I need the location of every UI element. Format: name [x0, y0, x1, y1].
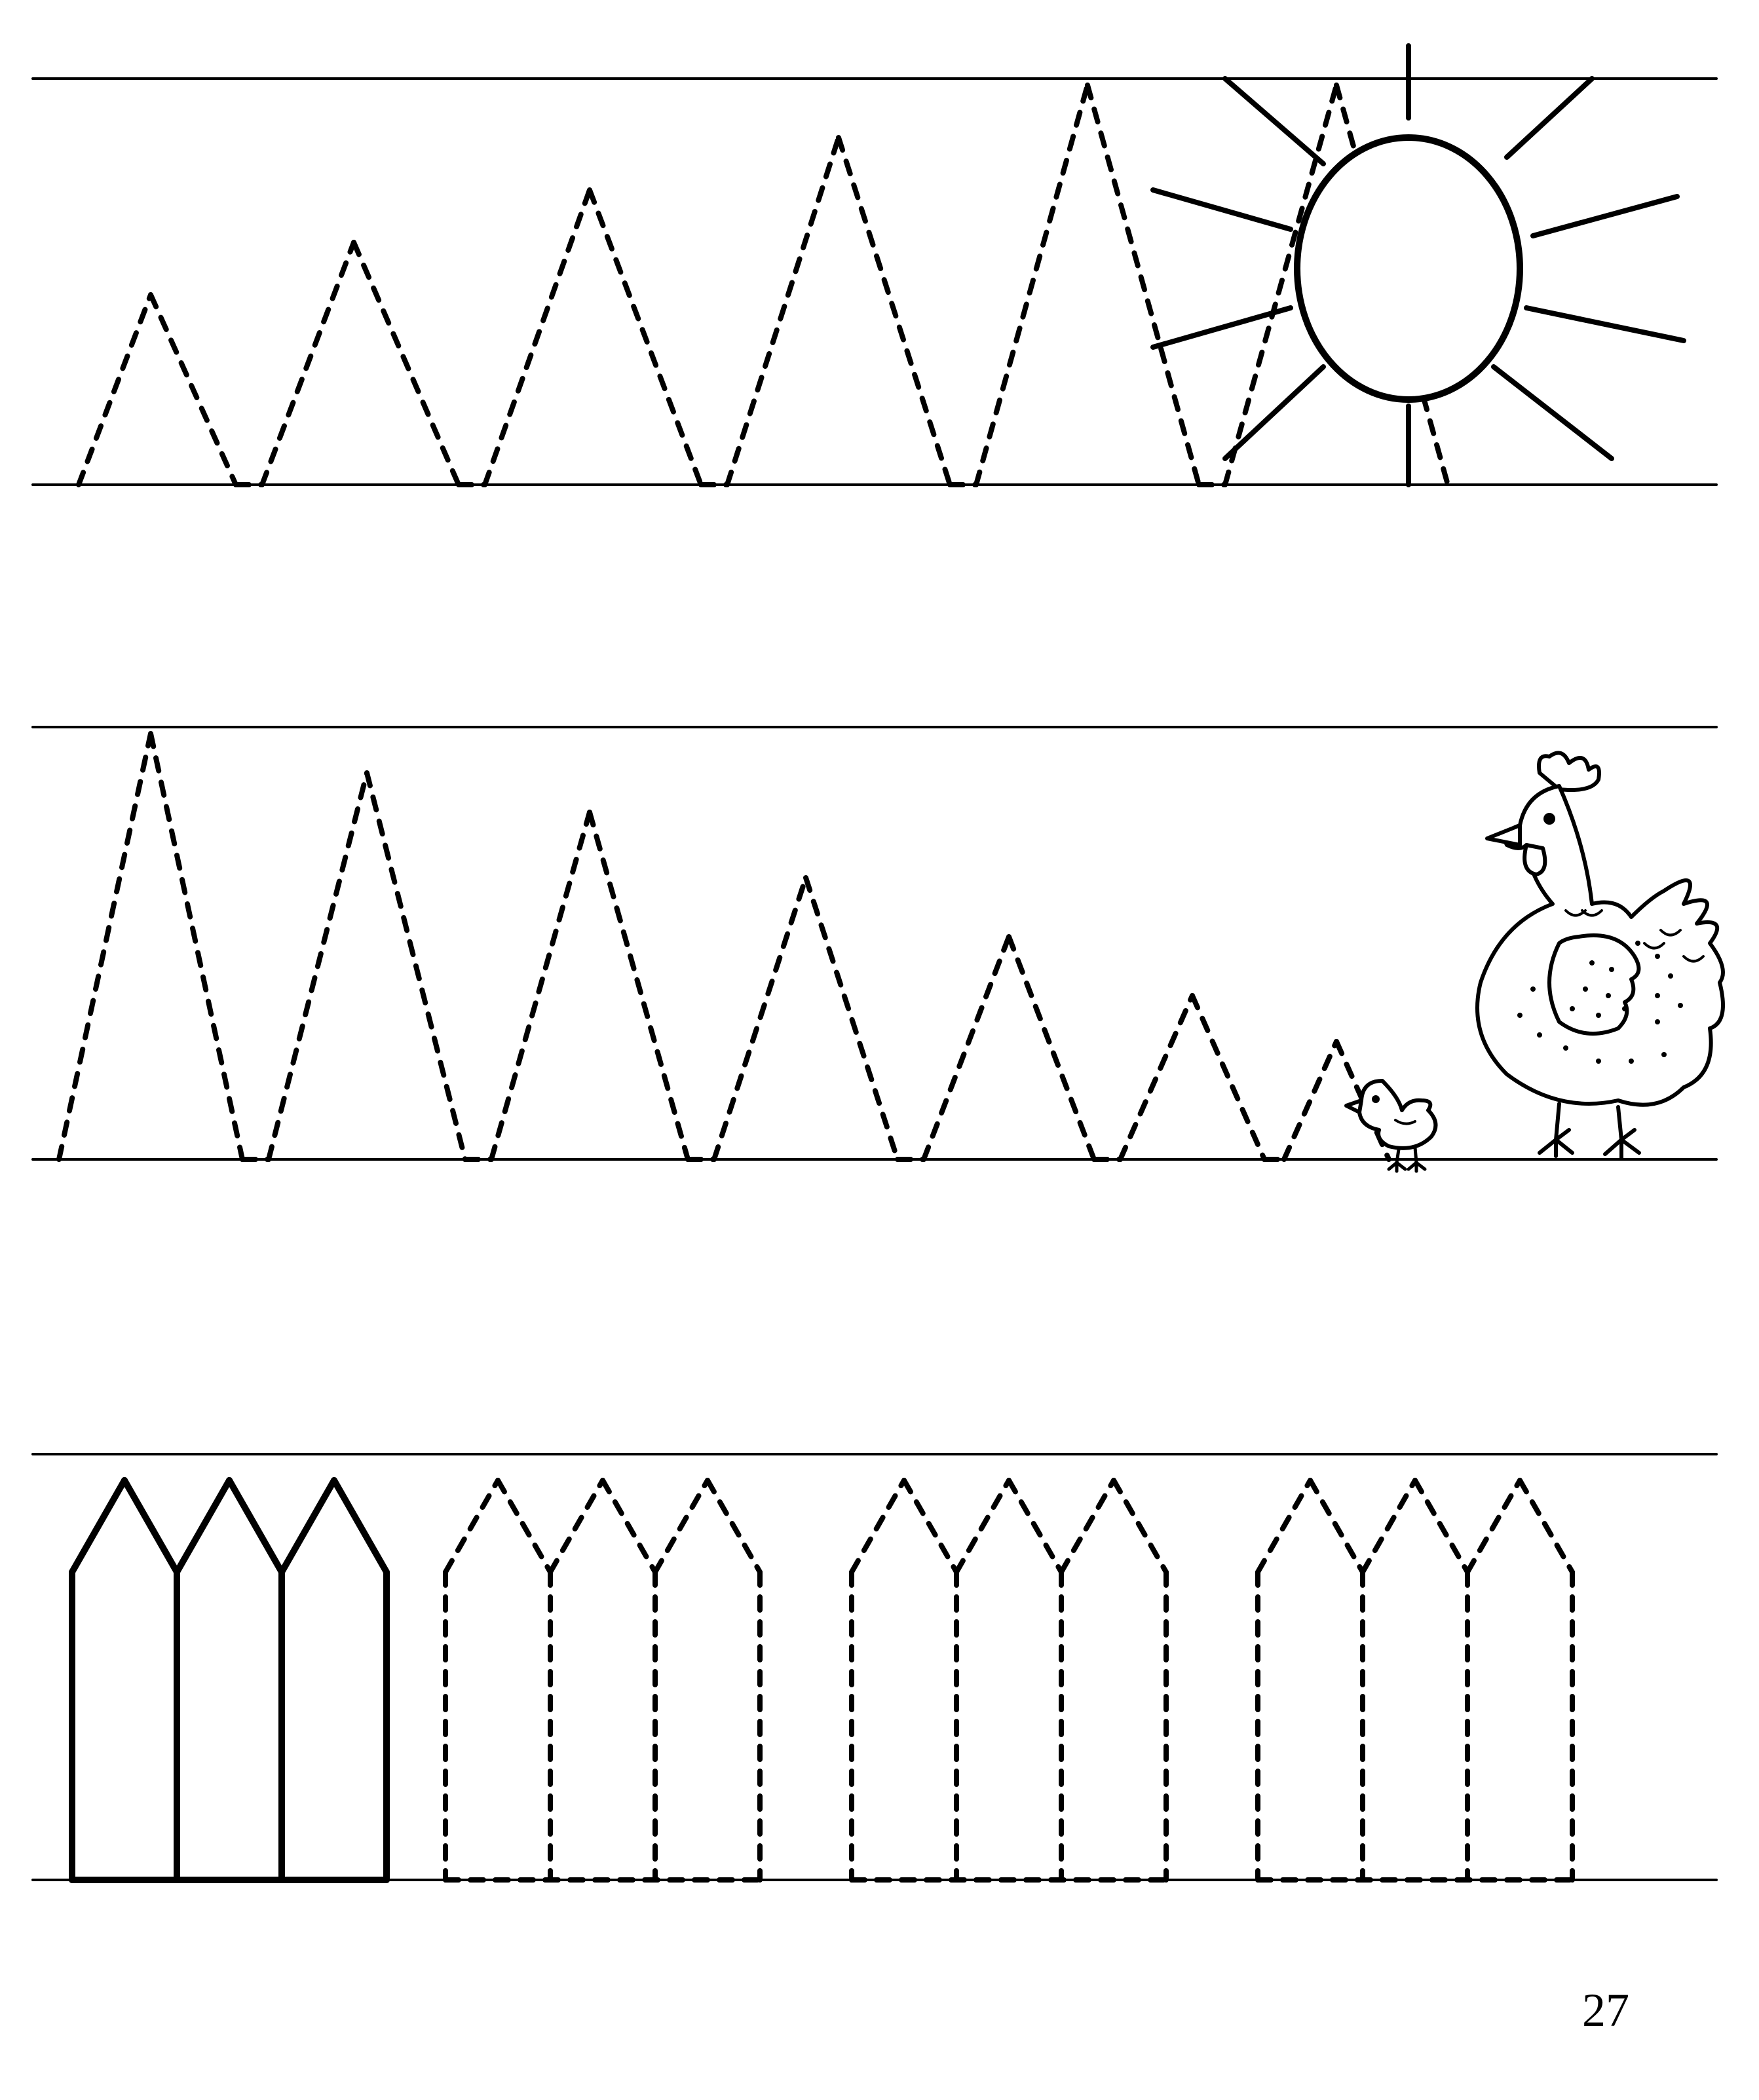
- fence-down: [334, 1480, 387, 1572]
- fence-down: [1114, 1480, 1166, 1572]
- zigzag-seg: [59, 734, 151, 1159]
- fence-up: [1258, 1480, 1310, 1572]
- fence-down: [1310, 1480, 1363, 1572]
- hen-wattle: [1524, 845, 1545, 874]
- fence-up: [1363, 1480, 1415, 1572]
- hen-icon: [1477, 753, 1723, 1158]
- fence-down: [603, 1480, 655, 1572]
- sun-ray: [1494, 367, 1612, 459]
- sun-ray: [1526, 308, 1684, 341]
- chick-eye: [1372, 1095, 1380, 1103]
- zigzag-seg: [1088, 85, 1199, 485]
- fence-up: [1467, 1480, 1520, 1572]
- fence-up: [177, 1480, 229, 1572]
- hen-leg-left: [1540, 1104, 1572, 1156]
- zigzag-seg: [727, 138, 839, 485]
- sun-icon: [1297, 138, 1520, 400]
- zigzag-seg: [976, 85, 1088, 485]
- page-number: 27: [1582, 1983, 1629, 2038]
- hen-comb: [1539, 753, 1599, 790]
- zigzag-seg: [367, 773, 465, 1159]
- fence-down: [708, 1480, 760, 1572]
- sun-ray: [1507, 79, 1592, 157]
- fence-down: [498, 1480, 550, 1572]
- zigzag-seg: [485, 190, 590, 485]
- zigzag-seg: [269, 773, 367, 1159]
- fence-down: [1009, 1480, 1061, 1572]
- row3-fence-pickets: [33, 1454, 1716, 1880]
- zigzag-seg: [354, 242, 459, 485]
- sun-ray: [1153, 190, 1291, 229]
- zigzag-seg: [1284, 1041, 1336, 1159]
- fence-up: [282, 1480, 334, 1572]
- fence-down: [1415, 1480, 1467, 1572]
- zigzag-seg: [924, 937, 1009, 1159]
- hen-eye: [1543, 813, 1555, 825]
- zigzag-seg: [806, 878, 898, 1159]
- chick-beak: [1346, 1100, 1361, 1112]
- hen-beak: [1487, 825, 1520, 845]
- zigzag-seg: [1192, 996, 1264, 1159]
- row2-zigzag-shrinking-with-hen: [33, 727, 1723, 1171]
- zigzag-seg: [79, 295, 151, 485]
- zigzag-seg: [590, 190, 701, 485]
- sun-ray: [1225, 79, 1323, 164]
- zigzag-seg: [590, 812, 688, 1159]
- hen-leg-right: [1605, 1107, 1639, 1158]
- fence-down: [124, 1480, 177, 1572]
- zigzag-seg: [714, 878, 806, 1159]
- fence-up: [956, 1480, 1009, 1572]
- fence-up: [1061, 1480, 1114, 1572]
- zigzag-seg: [1009, 937, 1094, 1159]
- sun-ray: [1225, 367, 1323, 459]
- row1-zigzag-growing-with-sun: [33, 46, 1716, 485]
- fence-down: [904, 1480, 956, 1572]
- fence-down: [229, 1480, 282, 1572]
- zigzag-seg: [1120, 996, 1192, 1159]
- worksheet-svg: [0, 0, 1759, 2100]
- hen-wing: [1549, 935, 1638, 1034]
- fence-up: [550, 1480, 603, 1572]
- fence-up: [655, 1480, 708, 1572]
- zigzag-seg: [151, 734, 242, 1159]
- zigzag-seg: [491, 812, 590, 1159]
- fence-down: [1520, 1480, 1572, 1572]
- fence-up: [852, 1480, 904, 1572]
- zigzag-seg: [151, 295, 236, 485]
- sun-ray: [1533, 197, 1677, 236]
- zigzag-seg: [839, 138, 950, 485]
- zigzag-seg: [262, 242, 354, 485]
- fence-up: [72, 1480, 124, 1572]
- chick-body: [1355, 1081, 1435, 1148]
- fence-up: [445, 1480, 498, 1572]
